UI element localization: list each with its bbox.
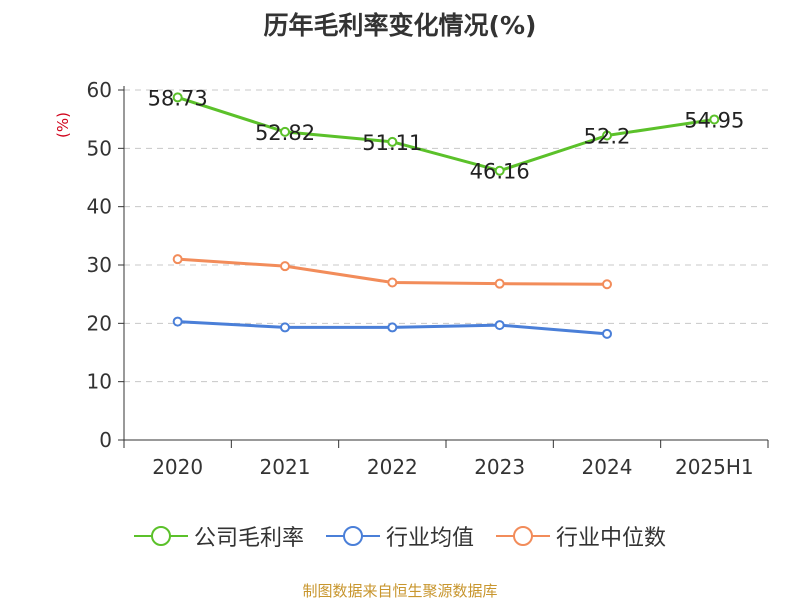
y-tick-label: 40	[87, 195, 112, 219]
data-label: 54.95	[684, 108, 744, 132]
data-label: 58.73	[148, 86, 208, 110]
data-label: 46.16	[470, 160, 530, 184]
data-point	[172, 254, 183, 265]
series-line	[177, 95, 715, 173]
legend-swatch-company-gross-margin	[133, 526, 188, 546]
y-tick-label: 10	[87, 370, 112, 394]
data-label: 51.11	[362, 131, 422, 155]
data-point	[280, 126, 290, 137]
legend-label-company-gross-margin: 公司毛利率	[193, 526, 304, 551]
x-tick-label: 2023	[474, 455, 525, 479]
y-tick-label: 0	[99, 428, 112, 452]
data-label: 52.82	[255, 121, 315, 145]
legend-item-industry-median[interactable]: 行业中位数	[496, 520, 666, 552]
x-tick-label: 2022	[367, 455, 418, 479]
data-point	[387, 136, 398, 147]
legend-swatch-industry-median	[496, 526, 550, 546]
legend: 公司毛利率 行业均值 行业中位数	[0, 520, 800, 552]
x-tick-label: 2021	[260, 455, 311, 479]
data-point	[709, 114, 720, 125]
data-point	[602, 130, 612, 141]
data-label: 52.2	[584, 125, 631, 149]
data-point	[280, 322, 290, 333]
y-tick-label: 30	[87, 253, 112, 277]
x-tick-label: 2020	[152, 455, 203, 479]
y-tick-label: 50	[87, 136, 112, 160]
data-point	[280, 261, 290, 272]
x-tick-label: 2025H1	[675, 455, 754, 479]
legend-item-industry-average[interactable]: 行业均值	[325, 520, 474, 552]
y-axis-label: (%)	[54, 112, 72, 138]
data-point	[387, 322, 398, 333]
data-point	[172, 316, 183, 327]
source-note: 制图数据来自恒生聚源数据库	[302, 582, 498, 600]
data-point	[172, 92, 183, 103]
data-point	[494, 278, 505, 289]
data-point	[494, 165, 505, 176]
data-point	[602, 328, 612, 339]
legend-item-company-gross-margin[interactable]: 公司毛利率	[133, 520, 304, 552]
chart-title: 历年毛利率变化情况(%)	[263, 11, 537, 40]
legend-label-industry-median: 行业中位数	[556, 526, 667, 551]
x-tick-label: 2024	[582, 455, 633, 479]
data-point	[494, 320, 505, 331]
legend-label-industry-average: 行业均值	[385, 526, 474, 551]
y-tick-label: 20	[87, 311, 112, 335]
data-point	[387, 277, 398, 288]
y-tick-label: 60	[87, 78, 112, 102]
legend-swatch-industry-average	[325, 526, 380, 546]
data-point	[602, 279, 612, 290]
